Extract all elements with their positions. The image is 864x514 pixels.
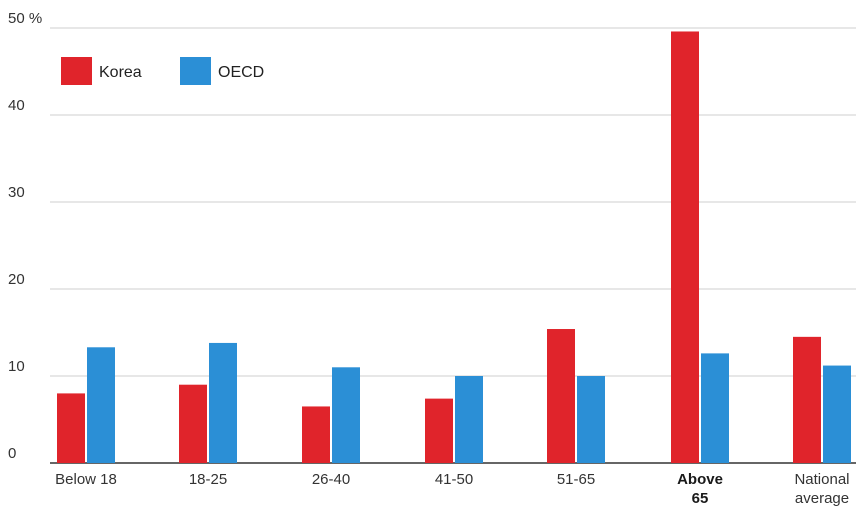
legend-swatch-korea: [61, 57, 92, 85]
bar-korea: [793, 336, 821, 463]
bar-korea: [302, 406, 330, 463]
bar-oecd: [823, 365, 851, 463]
bar-korea: [425, 398, 453, 463]
bar-oecd: [701, 353, 729, 463]
bar-oecd: [332, 367, 360, 463]
x-tick-label: Above: [677, 471, 723, 488]
x-tick-label: 51-65: [557, 471, 595, 488]
x-tick-label: 26-40: [312, 471, 350, 488]
x-tick-label: Below 18: [55, 471, 117, 488]
x-axis-labels: Below 18 18-25 26-40 41-50 51-65 Above 65 Natio…: [55, 471, 849, 507]
legend-label-oecd: OECD: [218, 64, 264, 81]
legend-swatch-oecd: [180, 57, 211, 85]
bar-oecd: [577, 376, 605, 463]
gridlines: [50, 27, 856, 464]
y-axis-ticks: 0 10 20 30 40 50 %: [8, 10, 42, 462]
bar-korea: [179, 384, 207, 463]
y-tick-label: 0: [8, 445, 16, 462]
x-tick-label: 18-25: [189, 471, 227, 488]
y-tick-label: 40: [8, 97, 25, 114]
bar-korea: [57, 393, 85, 463]
bar-korea: [671, 31, 699, 463]
legend-label-korea: Korea: [99, 64, 142, 81]
x-tick-label: 65: [692, 490, 709, 507]
bar-oecd: [87, 347, 115, 463]
x-tick-label: 41-50: [435, 471, 473, 488]
x-tick-label: average: [795, 490, 849, 507]
bar-korea: [547, 329, 575, 463]
y-tick-label: 30: [8, 184, 25, 201]
bars: [57, 31, 851, 463]
y-tick-label: 10: [8, 358, 25, 375]
y-tick-label: 20: [8, 271, 25, 288]
y-tick-label: 50 %: [8, 10, 42, 27]
x-tick-label: National: [794, 471, 849, 488]
bar-oecd: [209, 342, 237, 463]
bar-oecd: [455, 376, 483, 463]
legend: Korea OECD: [61, 57, 264, 85]
